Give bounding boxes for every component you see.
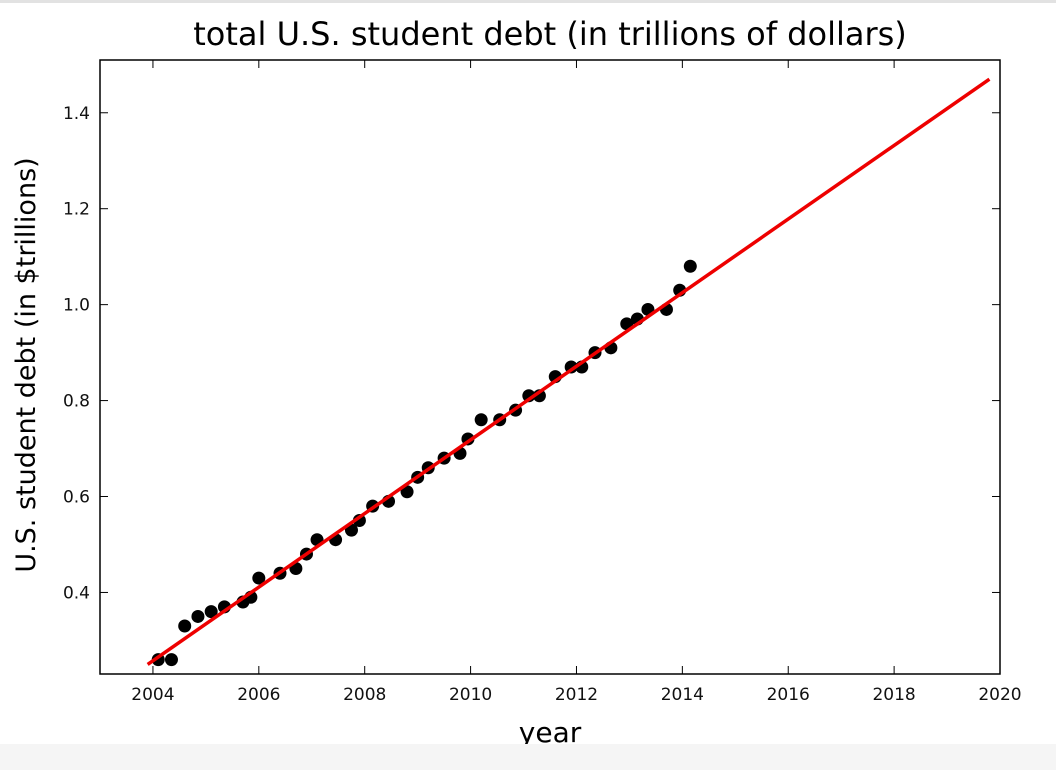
data-point: [683, 259, 697, 273]
x-tick-label: 2012: [555, 685, 598, 705]
x-tick-label: 2008: [343, 685, 386, 705]
y-tick-label: 0.6: [63, 488, 90, 508]
y-axis-label: U.S. student debt (in $trillions): [11, 157, 42, 572]
data-point: [191, 609, 205, 623]
y-tick-label: 0.4: [63, 583, 90, 603]
x-tick-label: 2006: [237, 685, 280, 705]
data-point: [178, 619, 192, 633]
x-tick-label: 2020: [978, 685, 1021, 705]
data-point: [164, 653, 178, 667]
axis-tick-labels: 2004 2006 2008 2010 2012 2014 2016 2018 2020 0.4 0…: [63, 104, 1022, 705]
data-point: [474, 413, 488, 427]
axis-ticks: [100, 60, 1001, 674]
bottom-band: [0, 744, 1056, 770]
data-point: [400, 485, 414, 499]
top-divider: [0, 0, 1056, 3]
data-point: [252, 571, 266, 585]
fit-line: [146, 77, 991, 666]
x-tick-label: 2004: [131, 685, 174, 705]
x-tick-label: 2016: [767, 685, 810, 705]
x-tick-label: 2018: [872, 685, 915, 705]
y-tick-label: 1.2: [63, 200, 90, 220]
fit-line-group: [146, 77, 991, 666]
y-tick-label: 0.8: [63, 392, 90, 412]
y-tick-label: 1.0: [63, 296, 90, 316]
plot-frame: [99, 59, 1001, 675]
chart-title: total U.S. student debt (in trillions of…: [193, 15, 907, 53]
data-point: [352, 514, 366, 527]
data-point: [204, 605, 218, 619]
x-axis-label: year: [519, 716, 582, 749]
x-tick-label: 2014: [661, 685, 704, 705]
x-tick-label: 2010: [449, 685, 492, 705]
y-tick-label: 1.4: [63, 104, 90, 124]
